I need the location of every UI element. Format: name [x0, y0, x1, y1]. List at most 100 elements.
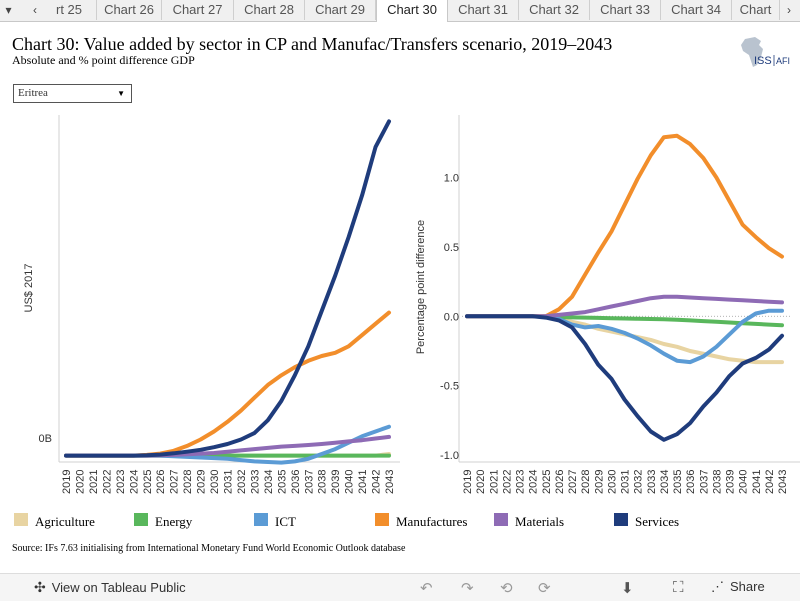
right-x-tick-label: 2037 — [698, 470, 710, 494]
legend-swatch — [614, 513, 628, 526]
tab-chart-27[interactable]: Chart 27 — [162, 0, 234, 20]
tab-menu-button[interactable]: ▾ — [0, 0, 17, 20]
left-x-tick-label: 2043 — [384, 470, 396, 494]
tab-rt-25[interactable]: rt 25 — [42, 0, 97, 20]
right-x-tick-label: 2041 — [751, 470, 763, 494]
tab-chart-26[interactable]: Chart 26 — [97, 0, 162, 20]
country-dropdown[interactable]: Eritrea ▼ — [13, 84, 132, 103]
right-y-tick-label: 0.0 — [444, 311, 459, 323]
right-x-tick-label: 2026 — [554, 470, 566, 494]
right-series-services[interactable] — [465, 314, 784, 442]
chart-subtitle: Absolute and % point difference GDP — [12, 53, 195, 67]
left-x-tick-label: 2029 — [196, 470, 208, 494]
right-series-materials[interactable] — [465, 294, 784, 319]
right-y-axis-title: Percentage point difference — [415, 220, 427, 354]
left-x-tick-label: 2040 — [344, 470, 356, 494]
left-x-tick-label: 2026 — [155, 470, 167, 494]
right-y-tick-label: -1.0 — [440, 450, 459, 462]
left-series-manufactures[interactable] — [64, 310, 391, 458]
right-x-tick-label: 2032 — [633, 470, 645, 494]
right-series-manufactures[interactable] — [465, 133, 784, 319]
tab-chart-30[interactable]: Chart 30 — [376, 0, 448, 22]
right-x-tick-label: 2033 — [646, 470, 658, 494]
right-x-tick-label: 2022 — [501, 470, 513, 494]
logo-text-2: AFI — [776, 56, 790, 66]
download-icon[interactable]: ⬇ — [621, 580, 634, 597]
legend-swatch — [14, 513, 28, 526]
left-x-tick-label: 2033 — [249, 470, 261, 494]
chevron-right-icon: › — [787, 3, 791, 17]
left-x-tick-label: 2023 — [115, 470, 127, 494]
right-x-tick-label: 2039 — [725, 470, 737, 494]
left-x-tick-label: 2032 — [236, 470, 248, 494]
legend-swatch — [134, 513, 148, 526]
tab-chart-31[interactable]: Chart 31 — [448, 0, 519, 20]
legend-swatch — [494, 513, 508, 526]
right-x-tick-label: 2027 — [567, 470, 579, 494]
left-x-tick-label: 2037 — [303, 470, 315, 494]
left-x-tick-label: 2022 — [101, 470, 113, 494]
legend-label: Energy — [155, 514, 193, 529]
right-y-tick-label: 0.5 — [444, 242, 459, 254]
fullscreen-icon[interactable]: ⛶ — [673, 579, 684, 596]
left-x-tick-label: 2035 — [276, 470, 288, 494]
legend-label: Agriculture — [35, 514, 95, 529]
left-x-tick-label: 2038 — [317, 470, 329, 494]
share-icon: ⋰ — [711, 579, 724, 594]
right-x-tick-label: 2043 — [777, 470, 789, 494]
share-label: Share — [730, 579, 765, 594]
legend-label: Manufactures — [396, 514, 468, 529]
right-x-tick-label: 2034 — [659, 470, 671, 494]
charts-area: US$ 2017 0B 2019 2020 2021 2022 2023 2024 2025… — [23, 115, 800, 494]
left-series-services[interactable] — [64, 119, 391, 458]
legend-swatch — [254, 513, 268, 526]
tab-next-button[interactable]: › — [780, 0, 798, 20]
left-x-tick-label: 2024 — [128, 470, 140, 494]
left-x-tick-label: 2019 — [61, 470, 73, 494]
right-x-tick-label: 2020 — [475, 470, 487, 494]
tab-chart-29[interactable]: Chart 29 — [305, 0, 376, 20]
left-y-tick-label: 0B — [39, 433, 52, 445]
tab-prev-button[interactable]: ‹ — [28, 0, 42, 20]
right-x-tick-label: 2025 — [541, 470, 553, 494]
revert-icon[interactable]: ⟲ — [500, 580, 513, 597]
country-dropdown-value: Eritrea — [18, 87, 48, 99]
refresh-icon[interactable]: ⟳ — [538, 580, 551, 597]
source-note: Source: IFs 7.63 initialising from Inter… — [12, 543, 406, 554]
left-x-tick-label: 2036 — [290, 470, 302, 494]
share-button[interactable]: ⋰ Share — [711, 579, 765, 595]
right-chart: Percentage point difference -1.0 -0.5 0.0 0… — [415, 115, 800, 494]
tab-chart-28[interactable]: Chart 28 — [234, 0, 305, 20]
left-y-axis-title: US$ 2017 — [23, 264, 35, 313]
legend-swatch — [375, 513, 389, 526]
chevron-down-icon: ▾ — [5, 3, 12, 17]
left-x-tick-label: 2042 — [371, 470, 383, 494]
africa-map-icon — [741, 37, 763, 67]
chart-title: Chart 30: Value added by sector in CP an… — [12, 34, 613, 54]
tab-chart-34[interactable]: Chart 34 — [661, 0, 732, 20]
left-x-tick-label: 2025 — [142, 470, 154, 494]
right-x-tick-label: 2030 — [606, 470, 618, 494]
undo-icon[interactable]: ↶ — [420, 580, 433, 597]
view-on-tableau-label: View on Tableau Public — [51, 580, 186, 595]
logo-text: ISS — [754, 55, 772, 67]
right-x-tick-label: 2038 — [711, 470, 723, 494]
left-x-tick-label: 2020 — [74, 470, 86, 494]
redo-icon[interactable]: ↷ — [461, 580, 474, 597]
right-y-tick-label: -0.5 — [440, 381, 459, 393]
caret-down-icon: ▼ — [117, 89, 125, 98]
right-x-tick-label: 2021 — [488, 470, 500, 494]
tab-chart-33[interactable]: Chart 33 — [590, 0, 661, 20]
left-x-tick-label: 2021 — [88, 470, 100, 494]
right-x-tick-label: 2031 — [620, 470, 632, 494]
tableau-toolbar: ✣ View on Tableau Public ↶ ↷ ⟲ ⟳ ⬇ ⛶ ⋰ Sha… — [0, 573, 800, 601]
right-x-tick-label: 2042 — [764, 470, 776, 494]
left-x-tick-label: 2041 — [357, 470, 369, 494]
tab-chart-32[interactable]: Chart 32 — [519, 0, 590, 20]
tab-chart[interactable]: Chart — [732, 0, 780, 20]
iss-africa-logo: ISS AFI — [741, 37, 790, 67]
left-x-tick-label: 2027 — [169, 470, 181, 494]
left-x-tick-label: 2039 — [330, 470, 342, 494]
view-on-tableau-link[interactable]: ✣ View on Tableau Public — [34, 579, 186, 596]
chevron-left-icon: ‹ — [33, 3, 37, 17]
